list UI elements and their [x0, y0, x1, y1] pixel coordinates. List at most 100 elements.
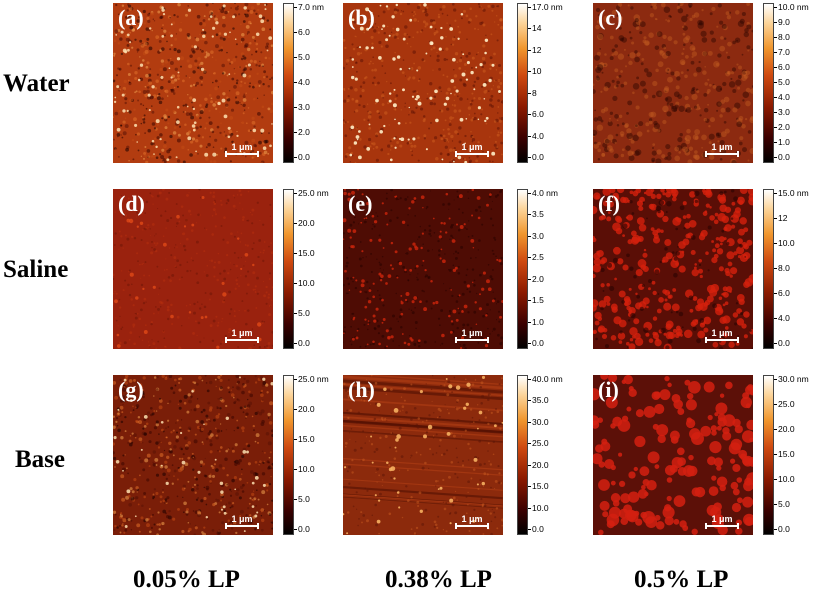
- scale-bar: 1 μm: [455, 514, 489, 529]
- panel-letter: (g): [118, 377, 144, 402]
- colorbar-tick-label: 40.0 nm: [528, 374, 563, 384]
- colorbar-tick-label: 7.0 nm: [294, 2, 324, 12]
- colorbar-tick-label: 17.0 nm: [528, 2, 563, 12]
- colorbar-tick-label: 0.0: [528, 524, 544, 534]
- colorbar-tick-label: 6.0: [774, 62, 790, 72]
- afm-panel-a: (a) 1 μm: [113, 3, 273, 163]
- colorbar-tick-label: 3.0: [774, 107, 790, 117]
- colorbar-tick-label: 20.0: [528, 459, 549, 470]
- colorbar-tick-label: 0.0: [294, 338, 310, 348]
- colorbar-tick-label: 10.0: [294, 278, 315, 288]
- colorbar-tick-label: 25.0 nm: [294, 374, 329, 384]
- scale-bar-line: [705, 151, 739, 157]
- colorbar-tick-label: 0.0: [528, 338, 544, 348]
- colorbar-tick-label: 0.0: [774, 338, 790, 348]
- colorbar-tick-label: 20.0: [294, 218, 315, 228]
- scale-bar-line: [455, 523, 489, 529]
- scale-bar: 1 μm: [225, 142, 259, 157]
- colorbar-tick-label: 4.0: [774, 313, 790, 323]
- scale-bar: 1 μm: [225, 514, 259, 529]
- panel-letter: (f): [598, 191, 620, 216]
- height-colorbar-i: [763, 375, 774, 535]
- colorbar-tick-label: 15.0: [294, 248, 315, 258]
- colorbar-tick-label: 15.0 nm: [774, 188, 809, 198]
- colorbar-tick-label: 20.0: [774, 424, 795, 434]
- colorbar-tick-label: 30.0: [528, 416, 549, 427]
- afm-height-map: [343, 375, 503, 535]
- scale-bar: 1 μm: [455, 142, 489, 157]
- afm-panel-c: (c) 1 μm: [593, 3, 753, 163]
- colorbar-tick-label: 1.0: [774, 137, 790, 147]
- colorbar-tick-label: 4.0: [774, 92, 790, 102]
- colorbar-tick-label: 6.0: [774, 288, 790, 298]
- colorbar-tick-label: 0.0: [294, 152, 310, 162]
- colorbar-tick-label: 10.0: [294, 464, 315, 474]
- colorbar-tick-label: 1.5: [528, 295, 544, 306]
- colorbar-tick-label: 25.0: [528, 438, 549, 449]
- col-label-005lp: 0.05% LP: [133, 566, 240, 593]
- scale-bar-line: [225, 337, 259, 343]
- panel-letter: (b): [348, 5, 375, 30]
- colorbar-tick-label: 15.0: [774, 449, 795, 459]
- height-colorbar-b: [517, 3, 528, 163]
- afm-height-map: [343, 189, 503, 349]
- colorbar-tick-label: 5.0: [774, 499, 790, 509]
- colorbar-tick-label: 25.0 nm: [294, 188, 329, 198]
- afm-height-map: [593, 375, 753, 535]
- colorbar-tick-label: 30.0 nm: [774, 374, 809, 384]
- colorbar-tick-label: 3.5: [528, 209, 544, 220]
- scale-bar-label: 1 μm: [711, 328, 733, 338]
- colorbar-tick-label: 4.0: [528, 130, 544, 141]
- height-colorbar-g: [283, 375, 294, 535]
- colorbar-tick-label: 15.0: [294, 434, 315, 444]
- afm-height-map: [593, 189, 753, 349]
- col-label-05lp: 0.5% LP: [634, 566, 729, 593]
- scale-bar-label: 1 μm: [231, 328, 253, 338]
- scale-bar-label: 1 μm: [461, 514, 483, 524]
- colorbar-tick-label: 10.0: [528, 502, 549, 513]
- col-label-038lp: 0.38% LP: [385, 566, 492, 593]
- afm-panel-b: (b) 1 μm: [343, 3, 503, 163]
- scale-bar: 1 μm: [225, 328, 259, 343]
- colorbar-tick-label: 8.0: [774, 32, 790, 42]
- scale-bar: 1 μm: [705, 142, 739, 157]
- scale-bar-line: [225, 523, 259, 529]
- scale-bar-line: [455, 151, 489, 157]
- colorbar-tick-label: 2.0: [528, 273, 544, 284]
- colorbar-tick-label: 3.0: [528, 230, 544, 241]
- scale-bar-line: [455, 337, 489, 343]
- colorbar-tick-label: 20.0: [294, 404, 315, 414]
- scale-bar-line: [225, 151, 259, 157]
- height-colorbar-h: [517, 375, 528, 535]
- afm-panel-h: (h) 1 μm: [343, 375, 503, 535]
- colorbar-tick-label: 35.0: [528, 395, 549, 406]
- colorbar-tick-label: 6.0: [294, 27, 310, 37]
- height-colorbar-c: [763, 3, 774, 163]
- colorbar-tick-label: 8: [528, 87, 537, 98]
- scale-bar: 1 μm: [455, 328, 489, 343]
- height-colorbar-d: [283, 189, 294, 349]
- colorbar-tick-label: 10: [527, 66, 542, 77]
- afm-height-map: [113, 189, 273, 349]
- colorbar-tick-label: 10.0 nm: [774, 2, 809, 12]
- scale-bar-label: 1 μm: [461, 328, 483, 338]
- colorbar-tick-label: 14: [527, 23, 542, 34]
- scale-bar-label: 1 μm: [231, 514, 253, 524]
- colorbar-tick-label: 0.0: [774, 152, 790, 162]
- afm-panel-d: (d) 1 μm: [113, 189, 273, 349]
- colorbar-tick-label: 2.0: [774, 122, 790, 132]
- afm-panel-g: (g) 1 μm: [113, 375, 273, 535]
- height-colorbar-a: [283, 3, 294, 163]
- colorbar-tick-label: 25.0: [774, 399, 795, 409]
- afm-panel-i: (i) 1 μm: [593, 375, 753, 535]
- scale-bar-line: [705, 523, 739, 529]
- colorbar-tick-label: 5.0: [294, 308, 310, 318]
- height-colorbar-f: [763, 189, 774, 349]
- height-colorbar-e: [517, 189, 528, 349]
- scale-bar: 1 μm: [705, 328, 739, 343]
- scale-bar-line: [705, 337, 739, 343]
- colorbar-tick-label: 2.5: [528, 252, 544, 263]
- afm-height-map: [113, 375, 273, 535]
- colorbar-tick-label: 5.0: [294, 52, 310, 62]
- colorbar-tick-label: 5.0: [774, 77, 790, 87]
